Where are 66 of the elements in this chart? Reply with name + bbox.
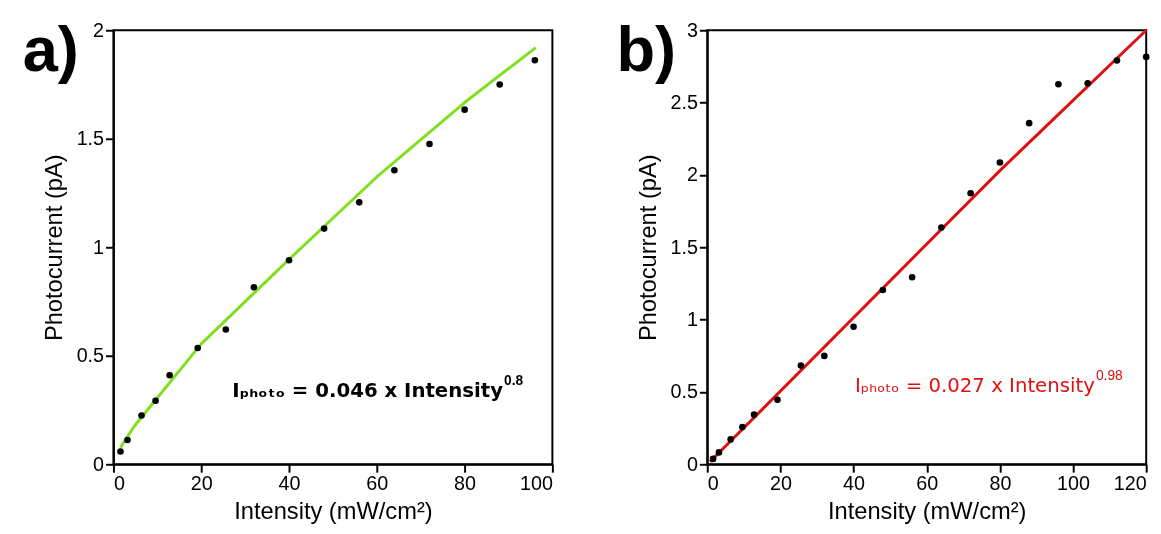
point — [739, 423, 746, 431]
point — [166, 372, 173, 379]
y-tick-label: 3 — [686, 18, 698, 41]
y-axis-title: Photocurrent (pA) — [40, 154, 67, 342]
point — [391, 166, 398, 174]
chart-title: b) — [616, 13, 677, 84]
x-tick-label: 40 — [278, 472, 301, 495]
point — [727, 436, 734, 443]
x-tick-label: 20 — [769, 472, 792, 495]
point — [850, 323, 857, 330]
x-tick-label: 60 — [366, 472, 389, 495]
point — [152, 397, 159, 404]
point — [821, 352, 828, 360]
x-tick-label: 0 — [707, 472, 719, 495]
point — [1142, 53, 1150, 61]
point — [967, 190, 974, 197]
point — [1113, 57, 1121, 64]
x-axis-title: Intensity (mW/cm²) — [828, 498, 1027, 525]
point — [1025, 119, 1033, 127]
point — [938, 224, 945, 231]
point — [138, 412, 145, 419]
x-tick-label: 0 — [113, 472, 125, 495]
y-tick-label: 2.5 — [670, 91, 698, 113]
point — [908, 273, 916, 281]
point — [355, 199, 363, 206]
y-tick-label: 0 — [686, 452, 698, 475]
y-tick-label: 1 — [686, 308, 698, 331]
point — [709, 455, 717, 463]
x-tick-label: 40 — [843, 472, 866, 495]
x-tick-label: 20 — [190, 472, 213, 495]
point — [797, 362, 805, 369]
y-axis-title: Photocurrent (pA) — [634, 154, 661, 342]
point — [124, 436, 131, 444]
y-tick-label: 1.5 — [670, 235, 698, 258]
point — [750, 411, 758, 418]
chart-title: a) — [22, 13, 79, 84]
point — [461, 106, 468, 113]
x-tick-label: 100 — [1057, 472, 1091, 495]
x-tick-label: 120 — [1113, 472, 1147, 495]
point — [879, 286, 887, 294]
point — [117, 448, 124, 455]
x-tick-label: 60 — [916, 472, 939, 495]
y-tick-label: 0.5 — [670, 380, 698, 403]
y-tick-label: 1 — [93, 235, 105, 258]
y-tick-label: 2 — [93, 18, 105, 41]
y-tick-label: 0 — [93, 452, 105, 475]
point — [285, 256, 293, 264]
x-tick-label: 100 — [519, 472, 553, 495]
point — [426, 140, 433, 148]
point — [320, 225, 328, 232]
point — [496, 81, 504, 88]
point — [715, 449, 723, 456]
point — [250, 283, 258, 291]
point — [194, 344, 202, 352]
point — [531, 56, 539, 64]
y-tick-label: 0.5 — [76, 344, 105, 367]
x-axis-title: Intensity (mW/cm²) — [234, 498, 433, 525]
point — [774, 396, 781, 404]
point — [1055, 80, 1062, 88]
x-tick-label: 80 — [989, 472, 1012, 495]
point — [996, 159, 1004, 166]
y-tick-label: 1.5 — [76, 127, 105, 150]
y-tick-label: 2 — [686, 163, 698, 186]
point — [1084, 79, 1091, 87]
x-tick-label: 80 — [454, 472, 477, 495]
point — [222, 326, 230, 333]
